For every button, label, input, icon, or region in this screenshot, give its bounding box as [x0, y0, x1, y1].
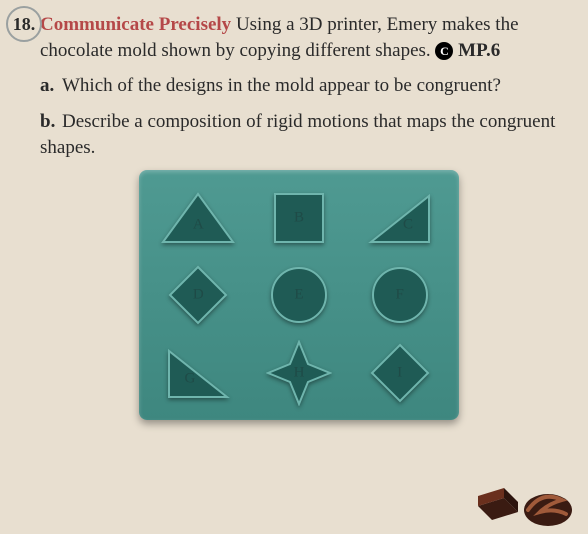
- cell-h: H: [254, 339, 345, 406]
- label-i: I: [397, 364, 402, 381]
- shape-h-star: H: [266, 340, 332, 406]
- part-b: b.Describe a composition of rigid motion…: [40, 109, 558, 160]
- shape-e-circle: E: [268, 264, 330, 326]
- label-e: E: [294, 287, 303, 304]
- chocolate-swirl-icon: [524, 494, 572, 526]
- skill-label: Communicate Precisely: [40, 14, 231, 35]
- problem-number-circle: 18.: [6, 6, 42, 42]
- shape-a-triangle: A: [159, 190, 237, 246]
- cell-g: G: [153, 339, 244, 406]
- chocolate-square-icon: [478, 488, 518, 520]
- chocolate-mold: A B C D E: [139, 170, 459, 420]
- mp-badge-icon: C: [435, 42, 453, 60]
- mp-code: MP.6: [458, 40, 500, 61]
- shape-c-right-triangle: C: [365, 190, 435, 246]
- cell-c: C: [354, 184, 445, 251]
- problem-intro: Communicate Precisely Using a 3D printer…: [40, 12, 558, 63]
- shape-g-right-triangle: G: [163, 345, 233, 401]
- shape-f-circle: F: [369, 264, 431, 326]
- label-h: H: [294, 364, 305, 381]
- part-a-text: Which of the designs in the mold appear …: [62, 75, 501, 96]
- cell-d: D: [153, 262, 244, 329]
- mold-area: A B C D E: [40, 170, 558, 420]
- label-d: D: [193, 287, 204, 304]
- part-a-letter: a.: [40, 73, 62, 99]
- cell-a: A: [153, 184, 244, 251]
- cell-e: E: [254, 262, 345, 329]
- label-f: F: [395, 287, 403, 304]
- label-b: B: [294, 209, 304, 226]
- label-a: A: [193, 216, 204, 233]
- part-b-text: Describe a composition of rigid motions …: [40, 111, 555, 158]
- cell-i: I: [354, 339, 445, 406]
- chocolate-decor: [470, 468, 580, 528]
- shape-d-diamond: D: [166, 263, 230, 327]
- shape-b-square: B: [271, 190, 327, 246]
- shape-i-diamond: I: [368, 341, 432, 405]
- problem-number: 18.: [13, 14, 36, 35]
- part-a: a.Which of the designs in the mold appea…: [40, 73, 558, 99]
- label-g: G: [185, 371, 196, 388]
- problem-header: Communicate Precisely Using a 3D printer…: [40, 12, 558, 63]
- cell-b: B: [254, 184, 345, 251]
- cell-f: F: [354, 262, 445, 329]
- label-c: C: [403, 216, 413, 233]
- part-b-letter: b.: [40, 109, 62, 135]
